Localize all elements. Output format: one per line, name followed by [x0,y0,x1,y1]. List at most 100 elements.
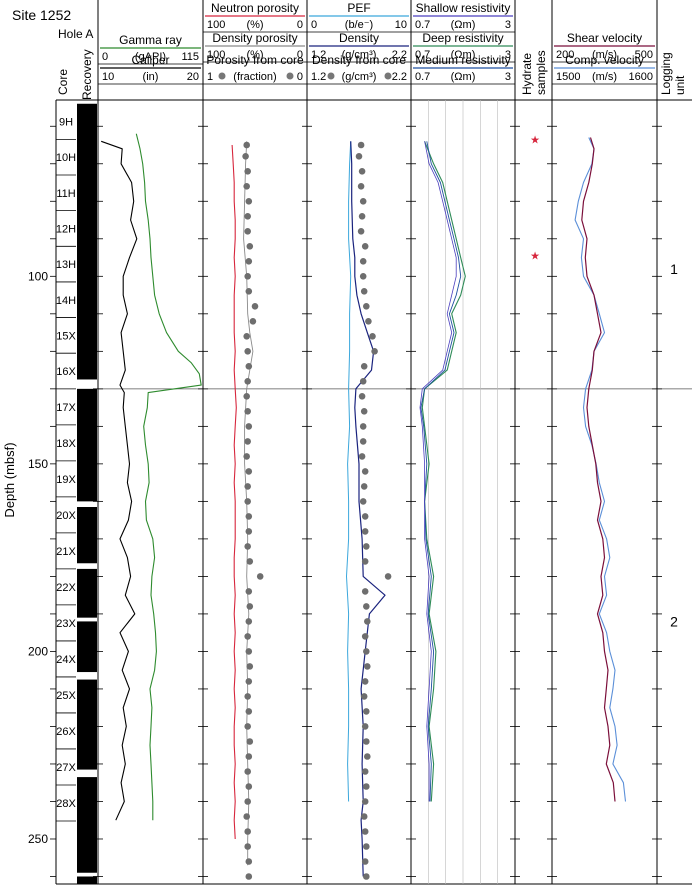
core-density-point [358,213,366,220]
recovery-gap [77,672,97,680]
scale-min: 0.7 [415,49,430,61]
recovery-gap [77,379,97,389]
core-label: 20X [56,510,76,522]
core-density-point [357,183,365,190]
core-density-point [361,798,369,805]
core-density-point [365,318,372,325]
core-porosity-point [244,438,251,445]
core-density-point [360,693,368,700]
core-porosity-point [245,198,253,205]
track-title: Comp. velocity [565,53,644,67]
core-label: 12H [56,223,76,235]
core-porosity-point [244,348,251,355]
core-density-point [363,843,370,850]
shear-velocity-line [581,137,616,802]
core-density-point [364,618,371,625]
core-label: 18X [56,438,76,450]
core-label: 23X [56,618,76,630]
core-porosity-point [245,468,253,475]
logging-header-line2: unit [673,75,687,95]
hydrate-header-line2: samples [534,50,548,95]
core-porosity-point [243,333,250,340]
scale-max: 3 [505,49,511,61]
core-density-point [357,141,365,149]
scale-max: 500 [635,49,653,61]
core-density-point [361,768,369,775]
core-porosity-point [244,798,251,805]
scale-unit: (fraction) [233,71,276,83]
scale-unit: (m/s) [592,71,617,83]
core-porosity-point [244,723,251,730]
core-column: 9H 10H 11H 12H 13H 14H 15X 16X 17X 18X 19X 20X 21X 22… [56,117,76,822]
core-label: 14H [56,295,76,307]
core-porosity-point [245,678,253,685]
scale-max: 0 [297,71,303,83]
core-label: 24X [56,654,76,666]
scale-min: 100 [207,19,225,31]
core-porosity-point [245,873,253,880]
scale-max: 3 [505,71,511,83]
track-title: Shallow resistivity [416,1,511,15]
core-density-point [360,363,368,370]
core-porosity-point [244,768,251,775]
depth-axis: 100 150 200 250 [28,125,662,877]
scale-max: 3 [505,19,511,31]
core-porosity-point [244,273,251,280]
recovery-gap [77,563,97,569]
recovery-column-header: Recovery [80,49,94,100]
site-title: Site 1252 [12,7,71,23]
core-label: 27X [56,762,76,774]
density-porosity-line [243,141,254,866]
core-porosity-point [245,753,253,760]
core-porosity-point [245,513,253,520]
core-label: 28X [56,798,76,810]
scale-min: 200 [556,49,574,61]
scale-min: 10 [102,71,114,83]
hydrate-samples: ★★ [530,134,540,262]
core-porosity-legend-dot [286,72,294,80]
core-porosity-point [245,618,253,625]
scale-min: 1.2 [311,49,326,61]
hole-title: Hole A [58,27,93,41]
scale-unit: (Ωm) [451,49,476,61]
recovery-gap [77,617,97,622]
recovery-gap [77,769,97,778]
scale-max: 2.2 [392,49,407,61]
track-title: Density [339,31,379,45]
scale-max: 0 [297,19,303,31]
scale-min: 1500 [556,71,580,83]
hydrate-sample-star: ★ [530,251,540,263]
core-porosity-point [245,288,253,295]
core-label: 22X [56,582,76,594]
neutron-porosity-line [231,144,237,840]
core-porosity-point [246,738,254,745]
scale-max: 20 [187,71,199,83]
core-density-legend-dot [384,72,392,80]
core-density-point [369,333,376,340]
core-density-point [363,783,370,790]
track-frames [55,0,692,885]
core-label: 21X [56,546,76,558]
core-density-point [361,513,369,520]
core-density-point [364,753,371,760]
logging-unit-label: 2 [670,613,678,629]
shallow-resistivity-line [419,141,457,802]
core-porosity-point [245,783,253,790]
core-density-point [358,453,366,460]
logging-unit-label: 1 [670,261,678,277]
pef-line [346,141,352,802]
scale-unit: (g/cm³) [342,49,377,61]
recovery-gap [77,501,97,508]
core-label: 16X [56,366,76,378]
recovery-gap [77,872,97,877]
core-density-point [361,858,369,865]
track-title: Density from core [312,53,406,67]
core-density-point [359,498,367,505]
scale-unit: (%) [246,19,263,31]
core-porosity-point [244,693,251,700]
track-title: Deep resistivity [422,31,503,45]
scale-min: 0.7 [415,19,430,31]
core-density-point [361,558,369,565]
core-porosity-point [244,843,251,850]
scale-unit: (%) [246,49,263,61]
